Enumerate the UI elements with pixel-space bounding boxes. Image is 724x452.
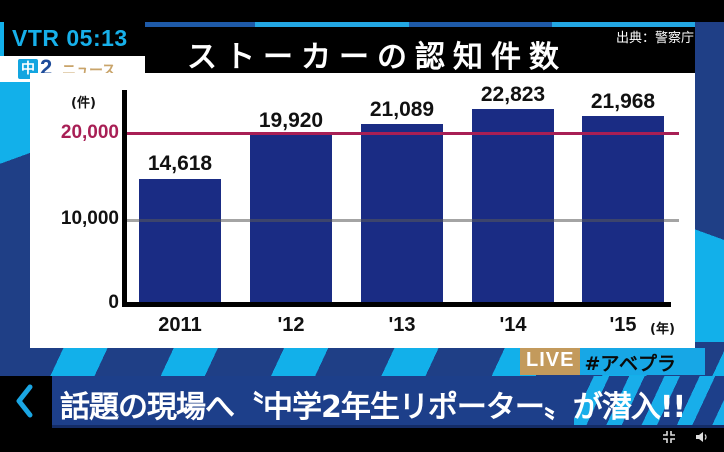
bar-value-2014: 22,823 <box>480 83 546 106</box>
ticker-stripes <box>574 376 724 425</box>
title-stripe <box>145 22 695 27</box>
x-tick-2012: '12 <box>277 314 305 336</box>
x-tick-2011: 2011 <box>158 314 202 336</box>
collapse-icon[interactable] <box>663 431 675 447</box>
bar-value-2011: 14,618 <box>147 152 213 175</box>
bar-2014 <box>472 109 554 304</box>
bar-value-2013: 21,089 <box>369 98 435 121</box>
bg-shape-right <box>692 52 724 382</box>
chevron-left-icon <box>16 384 33 418</box>
vtr-badge: VTR 05:13 <box>0 22 145 56</box>
live-tag: LIVE #アベプラ <box>520 348 706 375</box>
y-axis <box>122 90 127 307</box>
bar-value-2012: 19,920 <box>258 109 324 132</box>
x-tick-2014: '14 <box>499 314 527 336</box>
title-bar: ストーカーの認知件数 <box>145 22 695 75</box>
reference-line-20000 <box>127 132 679 135</box>
source-credit: 出典：警察庁 <box>615 31 694 46</box>
news-ticker: 話題の現場へ〝中学2年生リポーター〟が潜入!! <box>52 376 724 428</box>
bar-2013 <box>361 124 443 304</box>
speaker-icon[interactable] <box>696 431 710 447</box>
x-tick-2015: '15 <box>609 314 637 336</box>
y-tick-20000: 20,000 <box>60 122 119 143</box>
bar-2011 <box>139 179 221 304</box>
back-button[interactable] <box>0 376 52 428</box>
y-tick-0: 0 <box>108 292 119 313</box>
y-tick-10000: 10,000 <box>60 208 119 229</box>
y-axis-unit: (件) <box>71 96 96 111</box>
chart-title: ストーカーの認知件数 <box>187 40 567 75</box>
x-axis <box>122 302 671 307</box>
vtr-timecode: VTR 05:13 <box>12 25 128 51</box>
live-label: LIVE <box>520 348 581 375</box>
x-axis-unit: (年) <box>650 322 675 337</box>
bar-value-2015: 21,968 <box>590 90 656 113</box>
bar-2015 <box>582 116 664 304</box>
ticker-headline: 話題の現場へ〝中学2年生リポーター〟が潜入!! <box>60 390 686 425</box>
x-tick-2013: '13 <box>388 314 416 336</box>
hashtag-label: #アベプラ <box>580 348 706 375</box>
reference-line-10000 <box>127 219 679 222</box>
